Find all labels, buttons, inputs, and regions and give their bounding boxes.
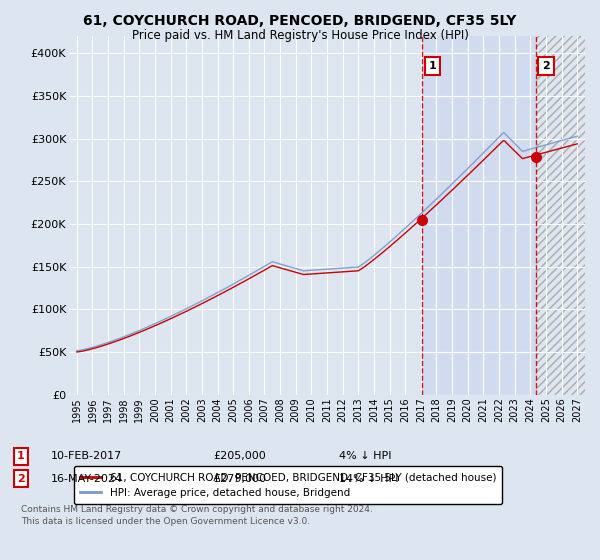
Text: 2: 2: [542, 61, 550, 71]
Text: 2: 2: [17, 474, 25, 484]
Text: Price paid vs. HM Land Registry's House Price Index (HPI): Price paid vs. HM Land Registry's House …: [131, 29, 469, 42]
Text: 16-MAY-2024: 16-MAY-2024: [51, 474, 123, 484]
Bar: [422, 36, 536, 395]
Text: 61, COYCHURCH ROAD, PENCOED, BRIDGEND, CF35 5LY: 61, COYCHURCH ROAD, PENCOED, BRIDGEND, C…: [83, 14, 517, 28]
Text: 14% ↓ HPI: 14% ↓ HPI: [339, 474, 398, 484]
Text: 1: 1: [428, 61, 436, 71]
Text: 10-FEB-2017: 10-FEB-2017: [51, 451, 122, 461]
Text: £205,000: £205,000: [213, 451, 266, 461]
Text: Contains HM Land Registry data © Crown copyright and database right 2024.
This d: Contains HM Land Registry data © Crown c…: [21, 505, 373, 526]
Text: 4% ↓ HPI: 4% ↓ HPI: [339, 451, 391, 461]
Text: 1: 1: [17, 451, 25, 461]
Bar: [536, 36, 585, 395]
Text: £279,000: £279,000: [213, 474, 266, 484]
Bar: [536, 36, 585, 395]
Legend: 61, COYCHURCH ROAD, PENCOED, BRIDGEND, CF35 5LY (detached house), HPI: Average p: 61, COYCHURCH ROAD, PENCOED, BRIDGEND, C…: [74, 466, 502, 504]
